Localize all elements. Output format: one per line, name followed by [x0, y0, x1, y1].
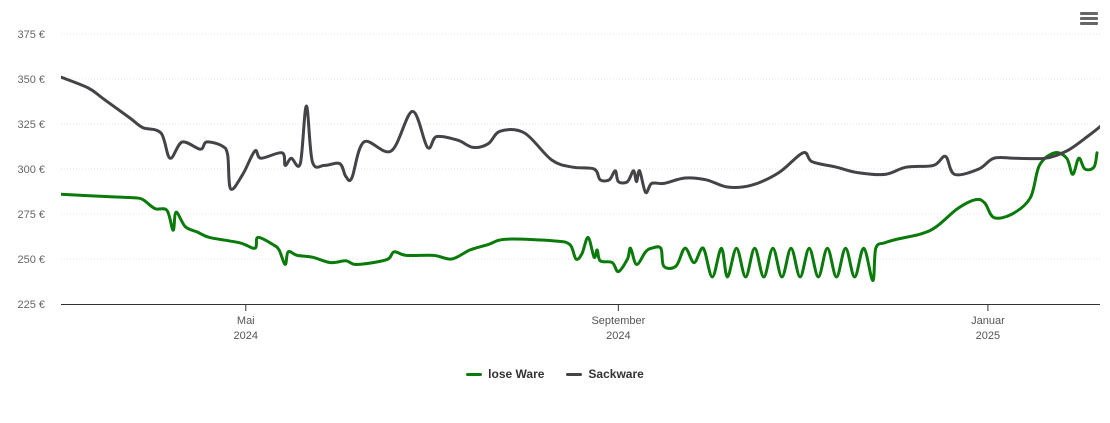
y-tick-label: 300 €: [17, 164, 45, 176]
y-tick-label: 250 €: [17, 254, 45, 266]
x-tick-year: 2025: [976, 330, 1000, 342]
legend-label-lose-ware: lose Ware: [488, 367, 545, 381]
x-tick-label: Januar: [971, 315, 1005, 327]
y-tick-label: 275 €: [17, 209, 45, 221]
x-tick-label: September: [591, 315, 645, 327]
series-line-sackware[interactable]: [61, 75, 1110, 195]
y-tick-label: 325 €: [17, 119, 45, 131]
y-tick-label: 375 €: [17, 29, 45, 41]
legend-item-sackware[interactable]: Sackware: [566, 367, 644, 381]
legend-swatch-sackware: [566, 372, 583, 376]
hamburger-menu-icon[interactable]: [1078, 10, 1100, 32]
y-tick-label: 225 €: [17, 299, 45, 311]
x-tick-year: 2024: [234, 330, 258, 342]
legend-item-lose-ware[interactable]: lose Ware: [466, 367, 544, 381]
x-axis: Mai 2024 September 2024 Januar 2025: [61, 304, 1100, 342]
legend-label-sackware: Sackware: [588, 367, 644, 381]
legend-swatch-lose-ware: [466, 372, 483, 376]
x-tick-year: 2024: [606, 330, 630, 342]
gridlines: [61, 33, 1100, 260]
legend: lose Ware Sackware: [0, 364, 1110, 384]
series-line-lose-ware[interactable]: [61, 151, 1099, 283]
x-tick-label: Mai: [237, 315, 255, 327]
series-layer: [61, 75, 1110, 283]
y-tick-label: 350 €: [17, 74, 45, 86]
y-axis: 225 € 250 € 275 € 300 € 325 € 350 € 375 €: [17, 29, 45, 311]
